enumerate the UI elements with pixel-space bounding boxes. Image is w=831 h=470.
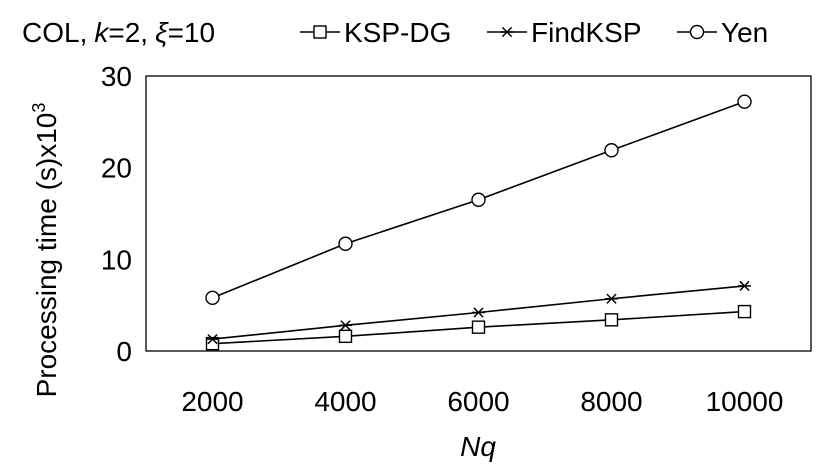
title-xi-value: =10 [168,17,216,48]
legend-label-yen: Yen [721,17,768,48]
legend: KSP-DG FindKSP Yen [300,17,768,48]
y-tick-label-0: 0 [116,336,132,367]
x-tick-label-10000: 10000 [706,386,784,417]
x-axis-title: Nq [460,431,496,462]
data-point-yen-6000 [471,192,486,207]
data-point-findksp-10000 [738,280,751,292]
y-axis-title-superscript: 3 [29,103,49,113]
x-tick-label-2000: 2000 [181,386,243,417]
legend-item-yen: Yen [677,17,768,48]
data-point-yen-4000 [338,236,353,251]
data-point-ksp-dg-6000 [471,320,486,334]
title-k-value: =2, [108,17,148,48]
series-ksp-dg [205,304,752,351]
series-yen [205,94,752,306]
data-point-ksp-dg-4000 [338,329,353,344]
data-point-yen-10000 [737,94,752,109]
y-tick-label-10: 10 [101,244,132,275]
title-dataset: COL, [22,17,87,48]
y-axis-ticks: 0 10 20 30 [101,61,132,367]
legend-item-ksp-dg: KSP-DG [300,17,451,48]
y-tick-label-30: 30 [101,61,132,92]
data-point-yen-8000 [604,143,619,158]
legend-marker-ksp-dg [313,25,327,39]
data-point-ksp-dg-8000 [604,313,619,327]
data-point-yen-2000 [205,290,220,306]
legend-item-findksp: FindKSP [487,17,642,48]
data-point-ksp-dg-10000 [737,304,752,319]
y-axis-title: Processing time (s)x103 [29,103,62,398]
data-point-findksp-6000 [472,307,485,318]
legend-marker-yen [689,24,705,40]
legend-label-ksp-dg: KSP-DG [344,17,451,48]
legend-label-findksp: FindKSP [531,17,642,48]
series-layer [205,94,752,351]
data-point-findksp-4000 [339,320,352,331]
chart-title: COL, k=2, ξ=10 [22,17,215,48]
legend-marker-findksp [500,26,514,38]
data-point-findksp-8000 [605,293,618,304]
y-tick-label-20: 20 [101,153,132,184]
series-findksp [206,280,751,345]
x-tick-label-8000: 8000 [580,386,642,417]
data-point-findksp-2000 [206,333,219,345]
title-xi: ξ [155,17,169,48]
title-k: k [94,17,110,48]
x-axis-ticks: 2000 4000 6000 8000 10000 [181,386,783,417]
x-tick-label-6000: 6000 [447,386,509,417]
data-point-ksp-dg-2000 [205,336,220,351]
plot-area [145,75,812,352]
x-tick-label-4000: 4000 [314,386,376,417]
